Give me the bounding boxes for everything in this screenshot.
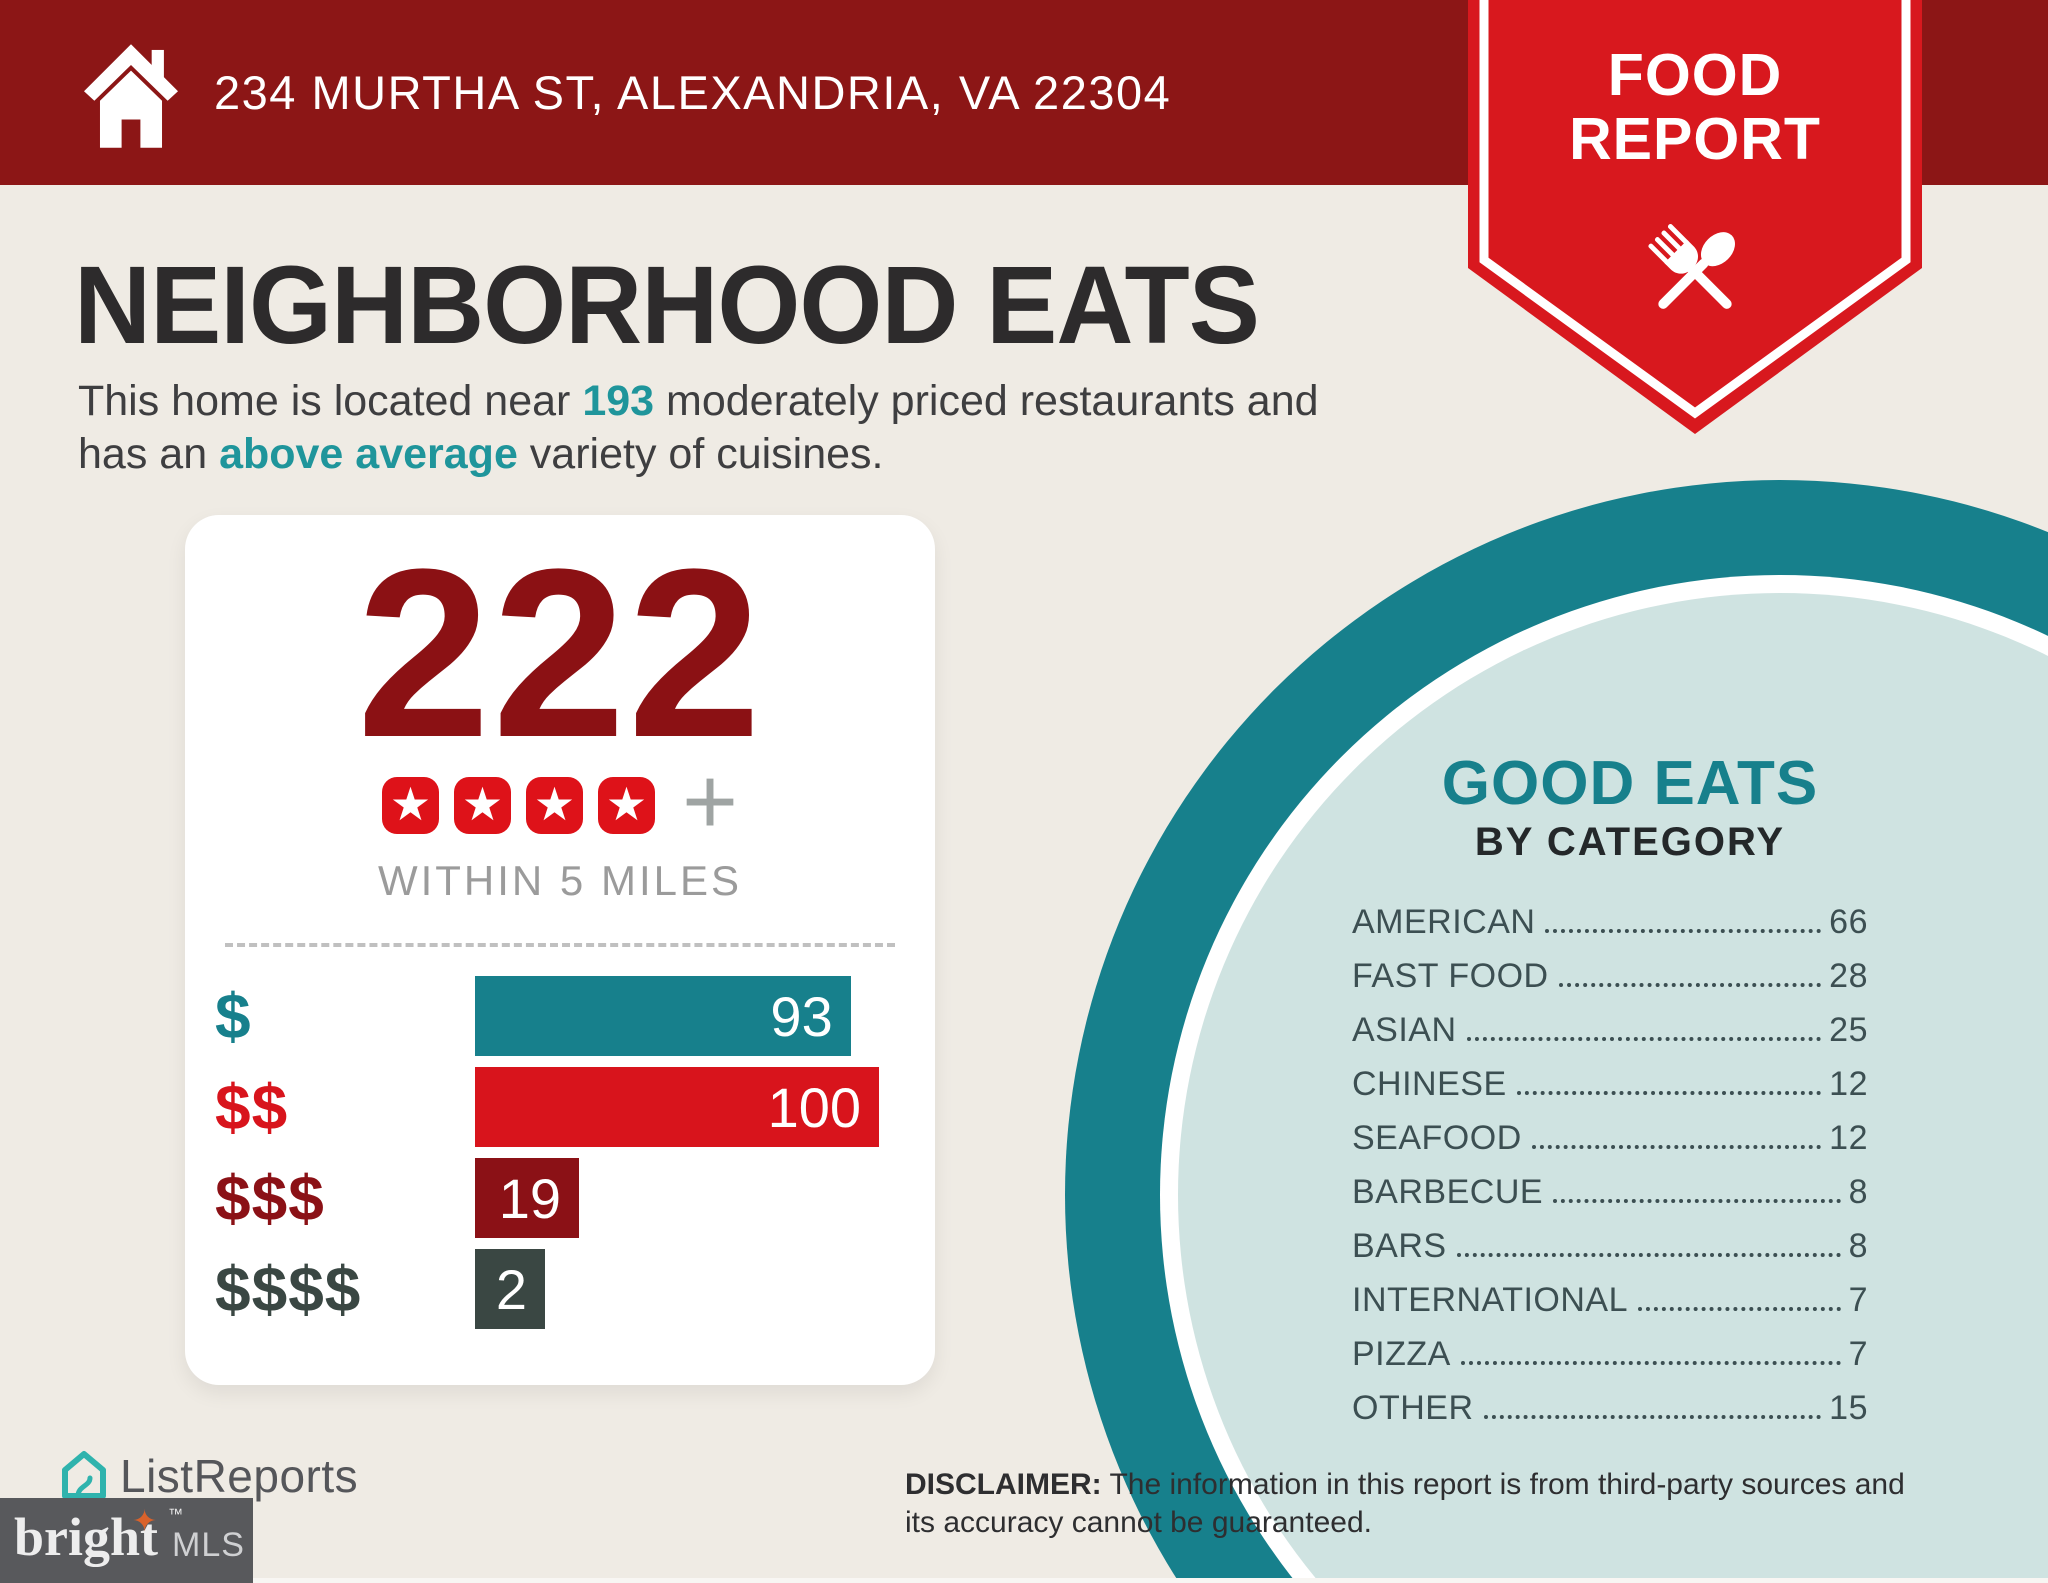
star-icon: ★ — [597, 777, 655, 834]
category-value: 7 — [1848, 1335, 1868, 1373]
category-row: OTHER 15 — [1352, 1389, 1868, 1427]
dot-leader — [1545, 929, 1822, 933]
category-label: AMERICAN — [1352, 903, 1536, 941]
category-label: SEAFOOD — [1352, 1119, 1522, 1157]
category-value: 7 — [1848, 1281, 1868, 1319]
trademark-symbol: ™ — [168, 1506, 183, 1523]
listreports-house-icon — [62, 1451, 106, 1499]
star-icon: ★ — [453, 777, 511, 834]
category-label: BARS — [1352, 1227, 1447, 1265]
price-bar-value: 93 — [770, 984, 833, 1048]
category-value: 25 — [1829, 1011, 1868, 1049]
category-label: BARBECUE — [1352, 1173, 1544, 1211]
dot-leader — [1466, 1037, 1822, 1041]
mls-label: MLS — [172, 1526, 245, 1564]
listreports-logo: ListReports — [58, 1448, 358, 1504]
disclaimer: DISCLAIMER: The information in this repo… — [905, 1466, 1915, 1543]
restaurant-count: 193 — [582, 377, 655, 425]
disclaimer-text: The information in this report is from t… — [905, 1468, 1905, 1540]
category-label: FAST FOOD — [1352, 957, 1549, 995]
dashed-divider — [225, 943, 895, 947]
ribbon-line1: FOOD — [1607, 42, 1783, 108]
category-list: AMERICAN 66 FAST FOOD 28 ASIAN 25 CHINESE 12… — [1352, 903, 1868, 1443]
dot-leader — [1483, 1415, 1822, 1419]
category-label: INTERNATIONAL — [1352, 1281, 1629, 1319]
price-tier-label: $$$ — [215, 1162, 325, 1234]
dot-leader — [1531, 1145, 1822, 1149]
category-value: 66 — [1829, 903, 1868, 941]
intro-part2: moderately priced restaurants and — [654, 377, 1319, 425]
listreports-wordmark: ListReports — [120, 1450, 359, 1502]
category-row: CHINESE 12 — [1352, 1065, 1868, 1103]
bright-sparkle-icon: ✦ — [132, 1505, 158, 1538]
category-value: 8 — [1848, 1173, 1868, 1211]
category-row: INTERNATIONAL 7 — [1352, 1281, 1868, 1319]
price-bar-value: 2 — [495, 1257, 527, 1321]
category-row: FAST FOOD 28 — [1352, 957, 1868, 995]
star-icon: ★ — [381, 777, 439, 834]
category-value: 12 — [1829, 1065, 1868, 1103]
price-bar-value: 100 — [767, 1075, 861, 1139]
category-value: 8 — [1848, 1227, 1868, 1265]
page-title: NEIGHBORHOOD EATS — [74, 244, 1260, 367]
good-eats-title: GOOD EATS — [1441, 749, 1819, 818]
category-label: CHINESE — [1352, 1065, 1507, 1103]
bottom-edge-strip — [0, 1578, 2048, 1583]
price-bar-chart: $ 93 $$ 100 $$$ 19 $$$$ 2 — [215, 976, 905, 1340]
ribbon-title: FOOD REPORT — [1468, 42, 1922, 172]
dot-leader — [1558, 983, 1822, 987]
category-row: AMERICAN 66 — [1352, 903, 1868, 941]
price-bar: 100 — [475, 1067, 879, 1147]
good-eats-subtitle: BY CATEGORY — [1474, 820, 1786, 864]
dot-leader — [1516, 1091, 1822, 1095]
intro-paragraph: This home is located near 193 moderately… — [78, 375, 1438, 481]
dot-leader — [1460, 1361, 1841, 1365]
bright-wordmark: bright — [14, 1507, 159, 1567]
category-value: 12 — [1829, 1119, 1868, 1157]
price-tier-label: $$ — [215, 1071, 289, 1143]
radius-label: WITHIN 5 MILES — [377, 857, 743, 904]
plus-sign: + — [681, 748, 739, 855]
property-address: 234 MURTHA ST, ALEXANDRIA, VA 22304 — [214, 66, 1172, 119]
house-icon — [84, 43, 178, 148]
category-row: PIZZA 7 — [1352, 1335, 1868, 1373]
category-row: ASIAN 25 — [1352, 1011, 1868, 1049]
star-rating: ★ ★ ★ ★ + — [185, 754, 935, 850]
intro-part3: has an — [78, 429, 220, 478]
variety-highlight: above average — [219, 429, 518, 478]
price-row-1: $ 93 — [215, 976, 905, 1056]
category-value: 15 — [1829, 1389, 1868, 1427]
dot-leader — [1638, 1307, 1841, 1311]
price-bar: 19 — [475, 1158, 579, 1238]
total-restaurants: 222 — [356, 519, 764, 787]
category-label: OTHER — [1352, 1389, 1474, 1427]
price-bar: 2 — [475, 1249, 545, 1329]
category-label: ASIAN — [1352, 1011, 1457, 1049]
dot-leader — [1553, 1199, 1841, 1203]
category-value: 28 — [1829, 957, 1868, 995]
stats-card: 222 ★ ★ ★ ★ + WITHIN 5 MILES $ 93 $$ 100 $$$… — [185, 515, 935, 1385]
spoon-fork-icon — [1648, 224, 1735, 309]
category-label: PIZZA — [1352, 1335, 1451, 1373]
food-report-ribbon: FOOD REPORT — [1468, 0, 1922, 440]
price-tier-label: $$$$ — [215, 1253, 362, 1325]
price-row-4: $$$$ 2 — [215, 1249, 905, 1329]
price-row-3: $$$ 19 — [215, 1158, 905, 1238]
category-row: SEAFOOD 12 — [1352, 1119, 1868, 1157]
price-bar: 93 — [475, 976, 851, 1056]
price-row-2: $$ 100 — [215, 1067, 905, 1147]
disclaimer-label: DISCLAIMER: — [905, 1468, 1102, 1501]
category-row: BARBECUE 8 — [1352, 1173, 1868, 1211]
intro-part1: This home is located near — [78, 377, 583, 425]
bright-mls-logo: bright ✦ ™ MLS — [0, 1498, 253, 1583]
intro-part4: variety of cuisines. — [517, 429, 884, 478]
ribbon-line2: REPORT — [1569, 105, 1821, 172]
price-tier-label: $ — [215, 980, 252, 1052]
star-icon: ★ — [525, 777, 583, 834]
dot-leader — [1456, 1253, 1841, 1257]
category-row: BARS 8 — [1352, 1227, 1868, 1265]
price-bar-value: 19 — [498, 1166, 561, 1230]
